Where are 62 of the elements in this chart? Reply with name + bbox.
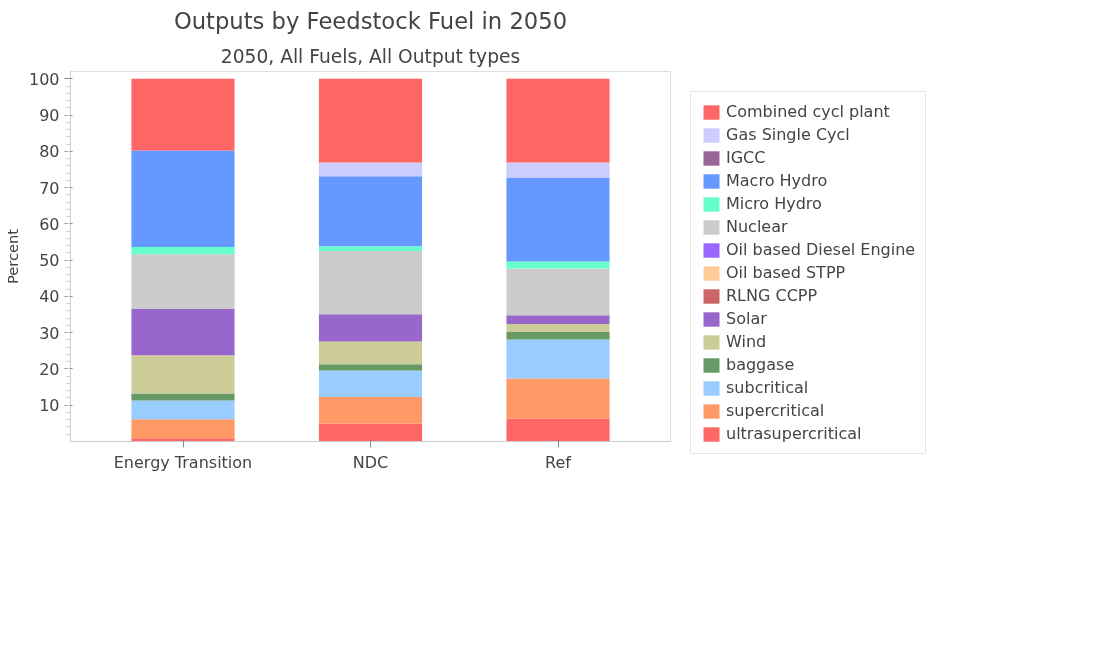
legend-label: Gas Single Cycl bbox=[726, 125, 850, 144]
bar bbox=[318, 423, 423, 442]
y-tick-label: 40 bbox=[39, 287, 60, 307]
legend-label: Macro Hydro bbox=[726, 171, 828, 190]
y-tick-label: 80 bbox=[39, 142, 60, 162]
legend-label: IGCC bbox=[726, 148, 766, 167]
bar bbox=[131, 419, 235, 439]
bar bbox=[506, 78, 610, 163]
bar bbox=[318, 246, 423, 252]
bar bbox=[506, 268, 610, 316]
legend-label: supercritical bbox=[726, 401, 825, 420]
bar bbox=[318, 364, 423, 371]
bar bbox=[506, 331, 610, 340]
legend-label: Micro Hydro bbox=[726, 194, 822, 213]
bar bbox=[131, 400, 235, 420]
bar bbox=[318, 314, 423, 342]
legend-label: baggase bbox=[726, 355, 795, 374]
y-tick-label: 50 bbox=[39, 251, 60, 271]
bar bbox=[318, 78, 423, 163]
bar bbox=[318, 176, 423, 247]
legend-label: subcritical bbox=[726, 378, 809, 397]
bar bbox=[131, 438, 235, 442]
y-tick-label: 70 bbox=[39, 178, 60, 198]
chart-title: Outputs by Feedstock Fuel in 2050 bbox=[173, 7, 568, 34]
bar bbox=[318, 162, 423, 177]
bar bbox=[131, 247, 235, 255]
bar bbox=[131, 393, 235, 401]
y-tick-label: 30 bbox=[39, 323, 60, 343]
bar bbox=[131, 355, 235, 394]
bar bbox=[318, 251, 423, 315]
y-tick-label: 10 bbox=[39, 396, 60, 416]
x-tick-label: Ref bbox=[545, 452, 572, 472]
y-tick-label: 60 bbox=[39, 214, 60, 234]
chart-subtitle: 2050, All Fuels, All Output types bbox=[220, 45, 521, 67]
bar bbox=[506, 418, 610, 442]
bar bbox=[506, 162, 610, 178]
bar bbox=[131, 309, 235, 356]
bar bbox=[318, 341, 423, 365]
bar bbox=[131, 78, 235, 151]
x-tick-label: Energy Transition bbox=[113, 452, 253, 472]
bar bbox=[318, 396, 423, 424]
legend-label: RLNG CCPP bbox=[726, 286, 818, 305]
legend-label: Nuclear bbox=[726, 217, 788, 236]
x-tick-label: NDC bbox=[352, 452, 389, 472]
legend-label: ultrasupercritical bbox=[726, 424, 862, 443]
bar bbox=[131, 254, 235, 310]
bar bbox=[318, 370, 423, 397]
bar bbox=[131, 150, 235, 248]
legend-label: Oil based Diesel Engine bbox=[726, 240, 916, 259]
bar bbox=[506, 323, 610, 332]
bar bbox=[506, 315, 610, 324]
legend-label: Oil based STPP bbox=[726, 263, 846, 282]
bar bbox=[506, 378, 610, 419]
legend-label: Solar bbox=[726, 309, 767, 328]
y-tick-label: 90 bbox=[39, 106, 60, 126]
y-tick-label: 100 bbox=[28, 69, 60, 89]
bar bbox=[506, 177, 610, 262]
y-axis-title: Percent bbox=[3, 228, 21, 285]
legend-label: Wind bbox=[726, 332, 767, 351]
legend-label: Combined cycl plant bbox=[726, 102, 890, 121]
bar bbox=[506, 339, 610, 379]
y-tick-label: 20 bbox=[39, 359, 60, 379]
